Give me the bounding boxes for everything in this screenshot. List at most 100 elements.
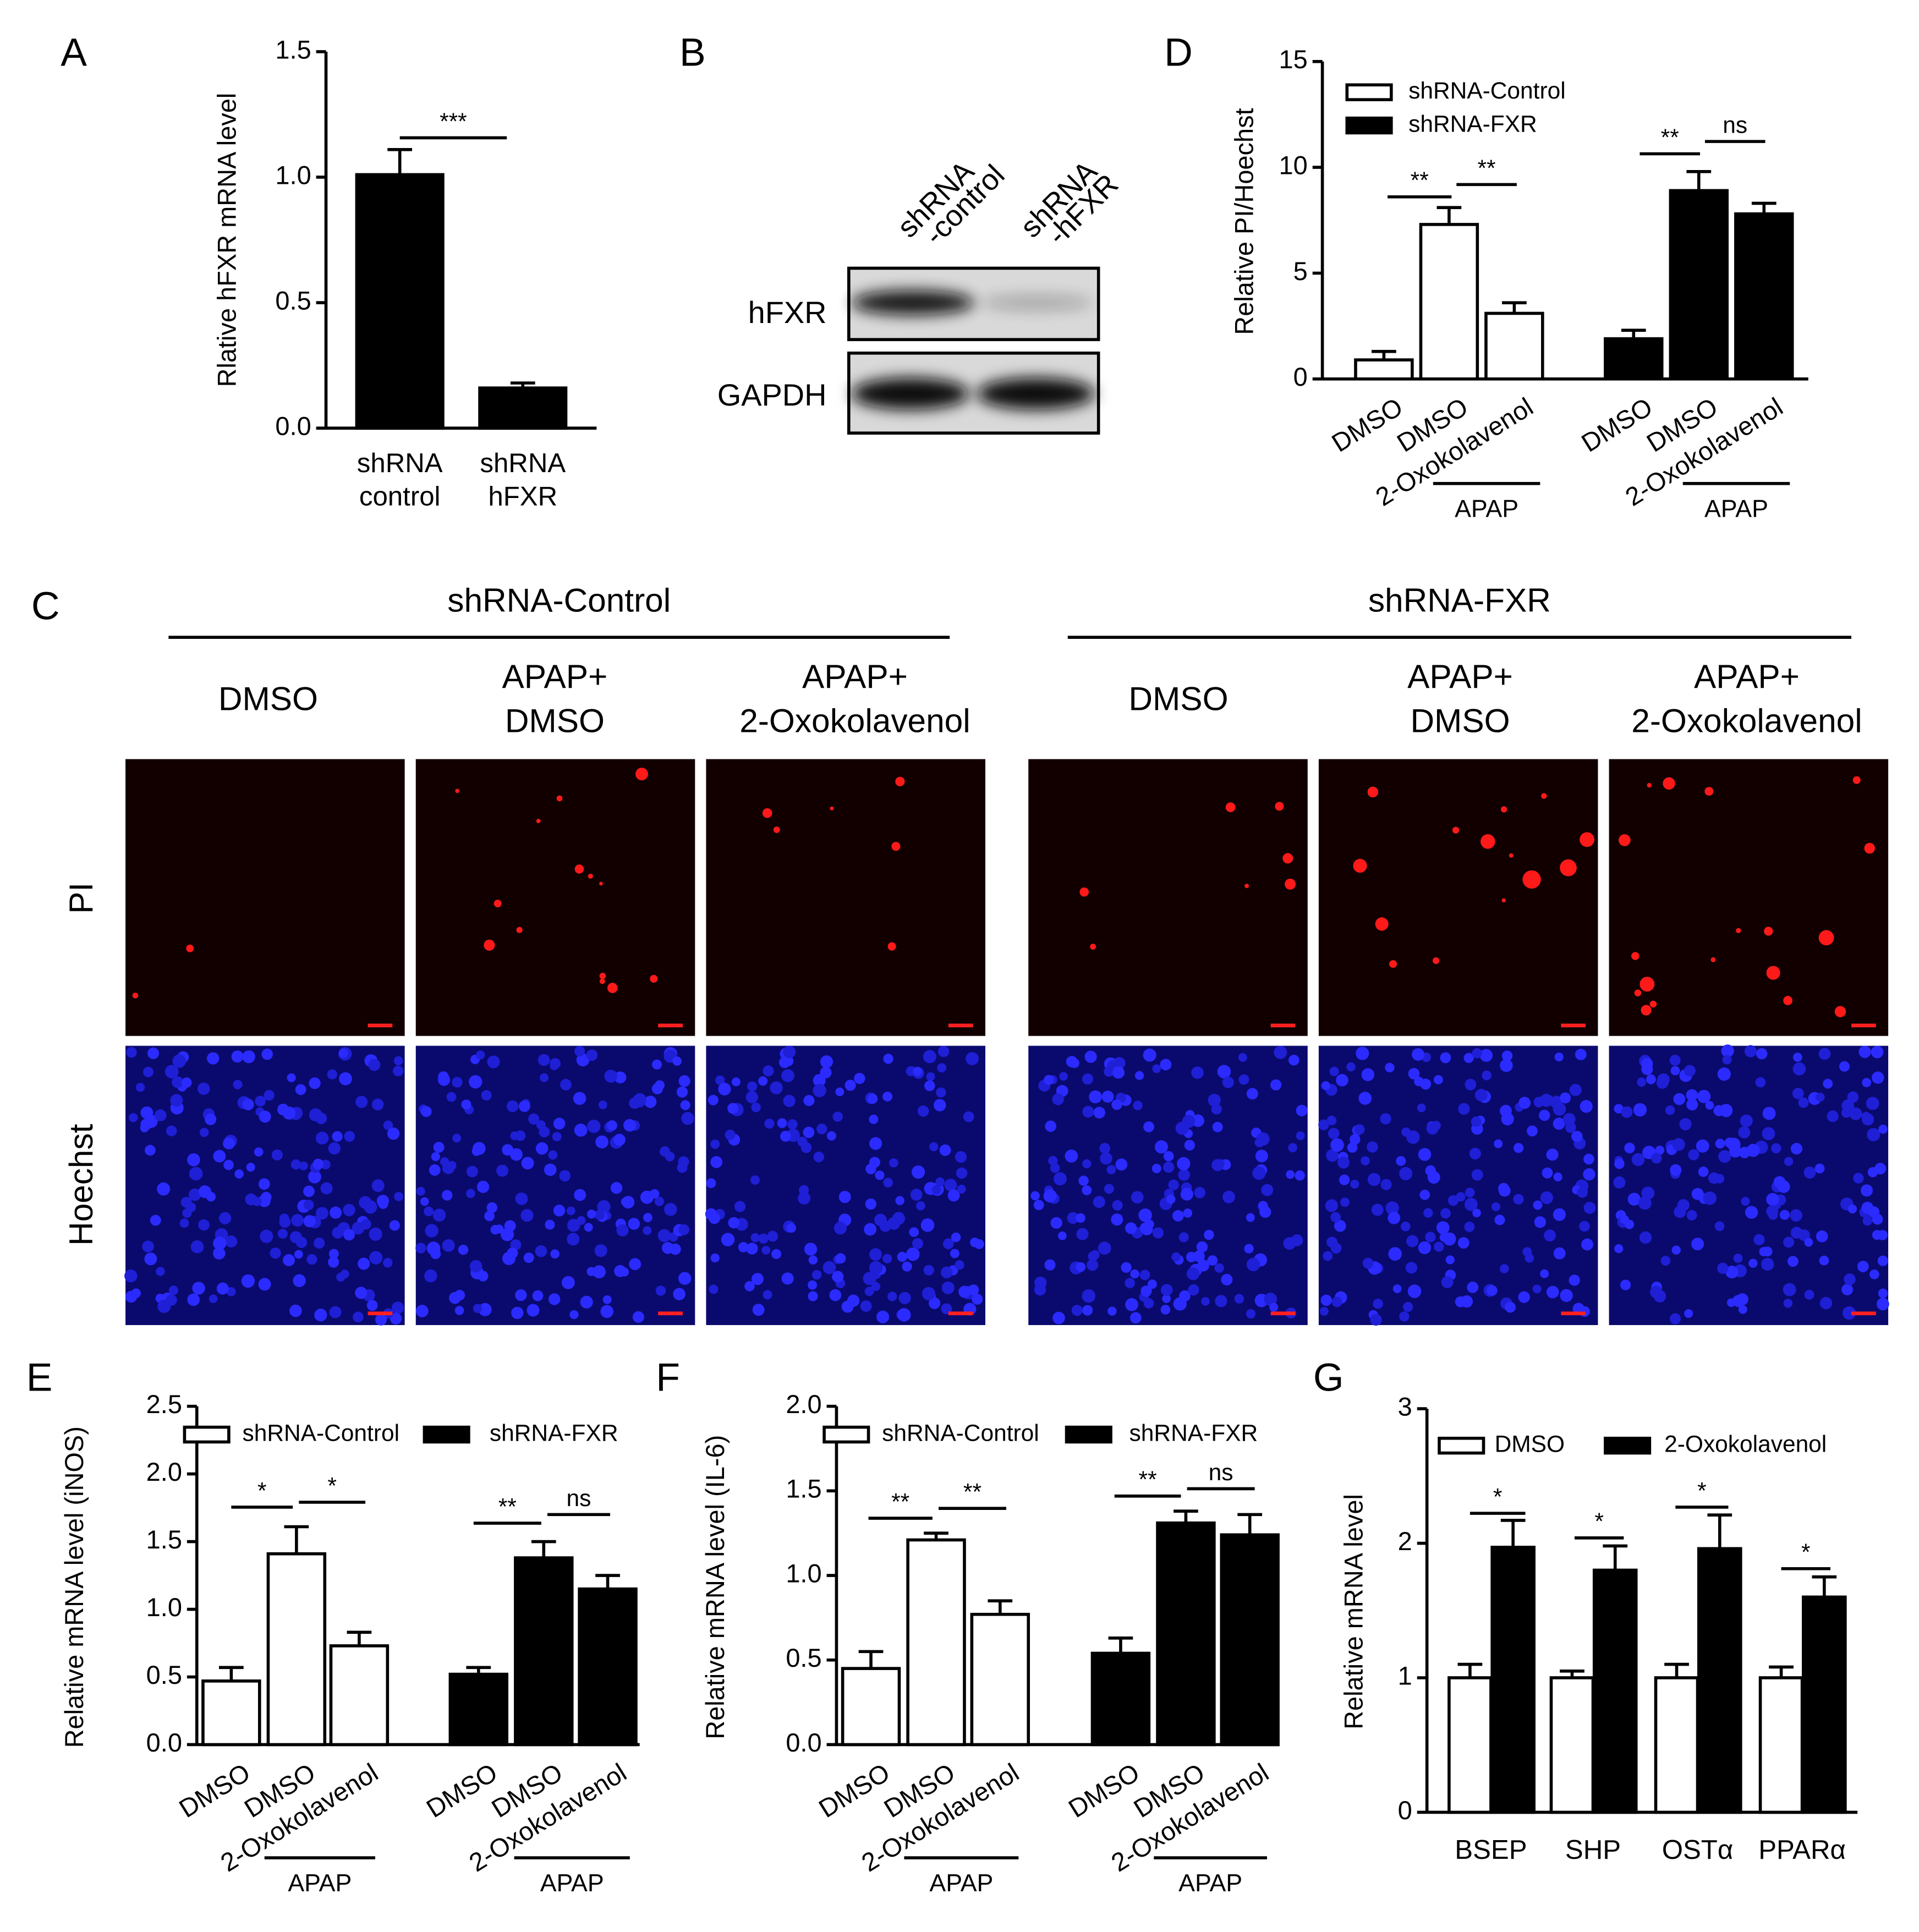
hoechst-nucleus: [1071, 1305, 1083, 1316]
hoechst-nucleus: [1048, 1156, 1058, 1165]
hoechst-nucleus: [382, 1258, 393, 1268]
scale-bar: [658, 1311, 683, 1316]
hoechst-nucleus: [569, 1310, 579, 1320]
hoechst-nucleus: [1406, 1235, 1419, 1247]
hoechst-nucleus: [1408, 1068, 1420, 1080]
hoechst-nucleus: [829, 1289, 842, 1301]
hoechst-nucleus: [797, 1136, 808, 1147]
hoechst-nucleus: [882, 1254, 892, 1263]
hoechst-nucleus: [1440, 1208, 1451, 1219]
hoechst-nucleus: [889, 1158, 898, 1168]
hoechst-nucleus: [1719, 1104, 1733, 1118]
hoechst-nucleus: [476, 1050, 485, 1060]
hoechst-nucleus: [1761, 1257, 1774, 1271]
bar: [266, 1552, 327, 1747]
hoechst-nucleus: [458, 1245, 469, 1255]
pi-image: [1318, 759, 1598, 1036]
hoechst-nucleus: [1319, 1306, 1329, 1316]
hoechst-nucleus: [1334, 1220, 1346, 1232]
hoechst-nucleus: [552, 1132, 562, 1142]
scale-bar: [1270, 1311, 1296, 1316]
hoechst-nucleus: [168, 1285, 179, 1295]
hoechst-nucleus: [910, 1189, 923, 1201]
hoechst-nucleus: [321, 1159, 331, 1170]
y-tick-label: 1: [1398, 1661, 1412, 1690]
hoechst-nucleus: [1874, 1163, 1887, 1175]
hoechst-nucleus: [1082, 1185, 1092, 1195]
hoechst-nucleus: [1472, 1048, 1482, 1059]
hoechst-nucleus: [1569, 1274, 1580, 1286]
hoechst-nucleus: [1326, 1115, 1337, 1126]
hoechst-nucleus: [1498, 1183, 1510, 1194]
hoechst-nucleus: [1330, 1243, 1342, 1254]
hoechst-nucleus: [864, 1223, 877, 1236]
hoechst-nucleus: [598, 1100, 607, 1109]
hoechst-nucleus: [1168, 1179, 1179, 1191]
hoechst-nucleus: [935, 1177, 945, 1187]
hoechst-nucleus: [1670, 1164, 1682, 1176]
hoechst-nucleus: [1044, 1259, 1056, 1271]
hoechst-nucleus: [1196, 1241, 1208, 1253]
hoechst-nucleus: [1839, 1061, 1850, 1072]
hoechst-nucleus: [1211, 1159, 1224, 1172]
hoechst-nucleus: [1255, 1150, 1268, 1163]
hoechst-nucleus: [1403, 1302, 1413, 1312]
hoechst-nucleus: [466, 1165, 478, 1178]
hoechst-nucleus: [343, 1229, 355, 1241]
hoechst-nucleus: [1052, 1093, 1064, 1105]
hoechst-image: [1609, 1046, 1889, 1326]
hoechst-nucleus: [869, 1114, 879, 1124]
y-axis-label: Relative mRNA level (iNOS): [59, 1426, 89, 1748]
hoechst-nucleus: [308, 1170, 321, 1184]
hoechst-nucleus: [1847, 1204, 1857, 1214]
hoechst-nucleus: [1560, 1092, 1571, 1104]
hoechst-nucleus: [1525, 1253, 1534, 1263]
legend-label: shRNA-FXR: [490, 1420, 618, 1446]
hoechst-nucleus: [869, 1137, 882, 1150]
hoechst-nucleus: [1861, 1201, 1874, 1214]
hoechst-nucleus: [527, 1304, 540, 1317]
hoechst-nucleus: [1748, 1258, 1758, 1268]
hoechst-nucleus: [309, 1108, 322, 1121]
hoechst-nucleus: [708, 1212, 720, 1224]
hoechst-nucleus: [763, 1065, 774, 1077]
hoechst-nucleus: [1336, 1074, 1348, 1087]
hoechst-nucleus: [1050, 1163, 1060, 1173]
hoechst-nucleus: [602, 1295, 612, 1304]
hoechst-nucleus: [1583, 1202, 1596, 1214]
blot-band: [851, 290, 974, 315]
hoechst-nucleus: [1819, 1297, 1833, 1310]
hoechst-nucleus: [777, 1118, 787, 1128]
hoechst-nucleus: [763, 1290, 772, 1300]
hoechst-nucleus: [180, 1196, 192, 1208]
pi-cell: [1452, 827, 1460, 834]
hoechst-nucleus: [387, 1127, 400, 1140]
hoechst-nucleus: [956, 1167, 968, 1179]
hoechst-nucleus: [484, 1211, 495, 1222]
hoechst-nucleus: [1638, 1196, 1652, 1210]
hoechst-nucleus: [566, 1206, 575, 1216]
significance-label: **: [1478, 156, 1496, 182]
hoechst-nucleus: [1639, 1231, 1652, 1244]
hoechst-nucleus: [1463, 1053, 1474, 1063]
hoechst-nucleus: [1088, 1251, 1098, 1262]
hoechst-nucleus: [622, 1196, 635, 1209]
hoechst-nucleus: [233, 1080, 243, 1090]
bar: [355, 173, 445, 430]
hoechst-nucleus: [710, 1139, 720, 1149]
pi-cell: [494, 899, 502, 907]
hoechst-nucleus: [1337, 1156, 1350, 1169]
hoechst-nucleus: [1130, 1312, 1142, 1324]
hoechst-nucleus: [1783, 1299, 1793, 1308]
y-tick-label: 0.5: [275, 286, 311, 315]
hoechst-nucleus: [1177, 1157, 1191, 1170]
hoechst-nucleus: [1544, 1229, 1556, 1242]
hoechst-nucleus: [198, 1219, 210, 1231]
y-tick-label: 15: [1279, 45, 1308, 74]
scale-bar: [948, 1024, 973, 1027]
hoechst-nucleus: [657, 1229, 671, 1243]
hoechst-nucleus: [1717, 1067, 1731, 1081]
hoechst-nucleus: [681, 1112, 694, 1125]
y-tick-label: 0: [1398, 1796, 1412, 1825]
hoechst-nucleus: [727, 1103, 738, 1114]
